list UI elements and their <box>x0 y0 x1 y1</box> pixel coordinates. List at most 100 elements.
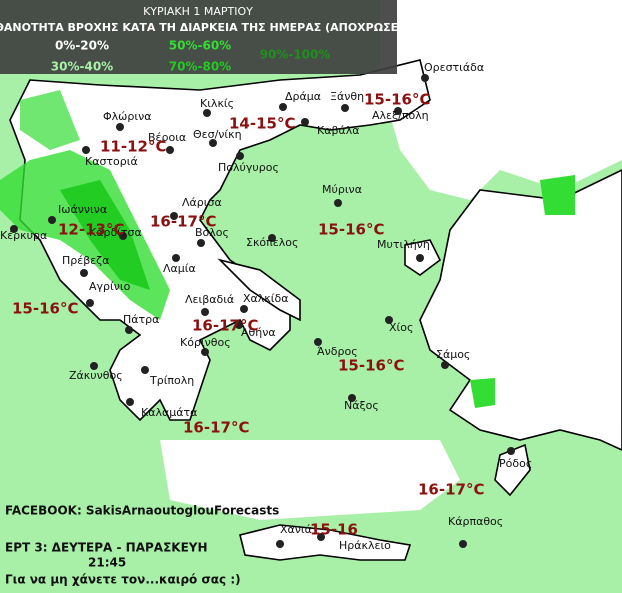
city-label: Χαλκίδα <box>243 292 288 305</box>
city-label: Αγρίνιο <box>89 280 131 293</box>
city-label: Σκόπελος <box>246 236 298 249</box>
city-label: Αλεξ/πολη <box>372 109 429 122</box>
legend-label: 90%-100% <box>260 48 331 62</box>
city-marker <box>80 269 88 277</box>
city-marker <box>86 299 94 307</box>
city-label: Ξάνθη <box>330 90 364 103</box>
city-label: Κάρπαθος <box>448 515 503 528</box>
city-label: Δράμα <box>285 90 321 103</box>
city-marker <box>341 104 349 112</box>
rain-area <box>470 378 495 408</box>
footer-facebook: FACEBOOK: SakisArnaoutoglouForecasts <box>5 504 279 518</box>
temperature-label: 15-16 <box>310 521 358 539</box>
city-label: Πάτρα <box>123 313 159 326</box>
city-marker <box>268 234 276 242</box>
legend-box <box>0 0 397 74</box>
footer-time: 21:45 <box>88 556 126 570</box>
city-label: Άνδρος <box>317 345 358 358</box>
city-label: Κόρινθος <box>180 336 231 349</box>
city-marker <box>82 146 90 154</box>
city-marker <box>301 118 309 126</box>
legend-label: 30%-40% <box>51 60 113 74</box>
map-subtitle: ΠΙΘΑΝΟΤΗΤΑ ΒΡΟΧΗΣ ΚΑΤΑ ΤΗ ΔΙΑΡΚΕΙΑ ΤΗΣ Η… <box>0 21 415 34</box>
temperature-label: 14-15°C <box>229 115 295 133</box>
city-label: Μύρινα <box>322 183 362 196</box>
legend-label: 0%-20% <box>55 39 109 53</box>
cities: Ορεστιάδα Δράμα Ξάνθη Κιλκίς Φλώρινα Αλεξ/πολ… <box>0 61 532 552</box>
city-label: Πρέβεζα <box>62 254 109 267</box>
city-marker <box>276 540 284 548</box>
city-label: Καβάλα <box>317 124 360 137</box>
temperature-label: 16-17°C <box>418 481 484 499</box>
city-label: Πολύγυρος <box>218 161 279 174</box>
city-marker <box>317 533 325 541</box>
temperature-label: 16-17°C <box>192 317 258 335</box>
temperature-label: 15-16°C <box>318 221 384 239</box>
city-label: Λάρισα <box>182 196 222 209</box>
city-marker <box>172 254 180 262</box>
city-label: Ζάκυνθος <box>69 369 123 382</box>
city-marker <box>314 338 322 346</box>
temperature-label: 15-16°C <box>364 91 430 109</box>
temperature-label: 15-16°C <box>338 357 404 375</box>
city-label: Ιωάννινα <box>58 203 107 216</box>
city-label: Κέρκυρα <box>0 229 47 242</box>
city-marker <box>170 212 178 220</box>
city-marker <box>125 326 133 334</box>
city-marker <box>507 447 515 455</box>
city-label: Σάμος <box>436 348 470 361</box>
city-marker <box>197 239 205 247</box>
city-marker <box>240 305 248 313</box>
city-label: Βέροια <box>148 131 186 144</box>
temperature-label: 12-13°C <box>58 221 124 239</box>
city-label: Κιλκίς <box>200 97 234 110</box>
temperature-label: 11-12°C <box>100 138 166 156</box>
temperature-label: 16-17°C <box>183 419 249 437</box>
city-label: Ορεστιάδα <box>424 61 484 74</box>
city-marker <box>394 107 402 115</box>
legend: 0%-20% 50%-60% 90%-100% 30%-40% 70%-80% <box>51 39 331 74</box>
city-marker <box>141 366 149 374</box>
city-label: Χίος <box>389 321 413 334</box>
rain-area <box>60 180 150 290</box>
city-marker <box>48 216 56 224</box>
city-marker <box>348 394 356 402</box>
city-label: Αθήνα <box>241 326 276 339</box>
legend-label: 70%-80% <box>169 60 231 74</box>
dry-area <box>160 440 460 520</box>
city-label: Καρδίτσα <box>89 226 142 239</box>
dry-area <box>380 0 622 200</box>
city-marker <box>235 321 243 329</box>
city-marker <box>201 348 209 356</box>
city-marker <box>203 109 211 117</box>
city-label: Λαμία <box>163 262 196 275</box>
city-marker <box>459 540 467 548</box>
city-label: Μυτιλήνη <box>377 238 430 251</box>
crete <box>239 524 412 561</box>
rhodes <box>494 443 531 497</box>
legend-label: 50%-60% <box>169 39 231 53</box>
temperatures: 15-16°C 14-15°C 11-12°C 12-13°C 16-17°C 15-16… <box>12 91 484 539</box>
rain-area <box>540 175 575 215</box>
evia <box>217 258 301 322</box>
city-marker <box>334 199 342 207</box>
city-marker <box>279 103 287 111</box>
city-label: Καστοριά <box>85 155 138 168</box>
city-marker <box>385 316 393 324</box>
footer-slogan: Για να μη χάνετε τον...καιρό σας :) <box>5 573 241 587</box>
city-marker <box>201 308 209 316</box>
city-label: Λειβαδιά <box>185 293 234 306</box>
mainland <box>9 59 431 422</box>
city-label: Ρόδος <box>499 457 532 470</box>
city-label: Φλώρινα <box>103 110 151 123</box>
city-marker <box>421 74 429 82</box>
city-label: Βόλος <box>195 226 229 239</box>
city-marker <box>441 361 449 369</box>
city-marker <box>126 398 134 406</box>
city-marker <box>90 362 98 370</box>
map-title: ΚΥΡΙΑΚΗ 1 ΜΑΡΤΙΟΥ <box>143 5 253 18</box>
city-label: Καλαμάτα <box>141 406 197 419</box>
rain-area <box>20 90 80 150</box>
city-marker <box>119 232 127 240</box>
city-label: Νάξος <box>344 399 379 412</box>
